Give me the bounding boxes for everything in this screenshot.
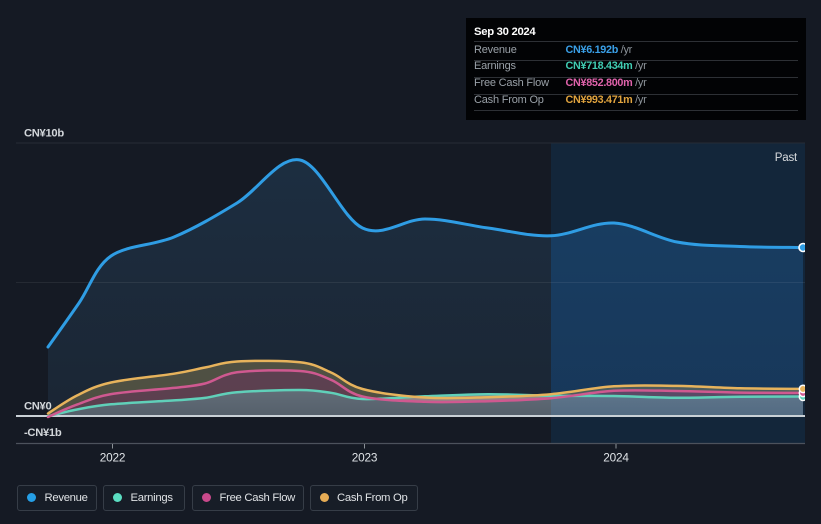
- svg-text:2024: 2024: [603, 450, 629, 464]
- svg-text:CN¥10b: CN¥10b: [24, 128, 64, 140]
- svg-text:2022: 2022: [100, 450, 125, 464]
- svg-text:CN¥0: CN¥0: [24, 401, 51, 413]
- svg-text:-CN¥1b: -CN¥1b: [24, 427, 62, 439]
- svg-text:2023: 2023: [352, 450, 378, 464]
- svg-text:Past: Past: [775, 152, 798, 164]
